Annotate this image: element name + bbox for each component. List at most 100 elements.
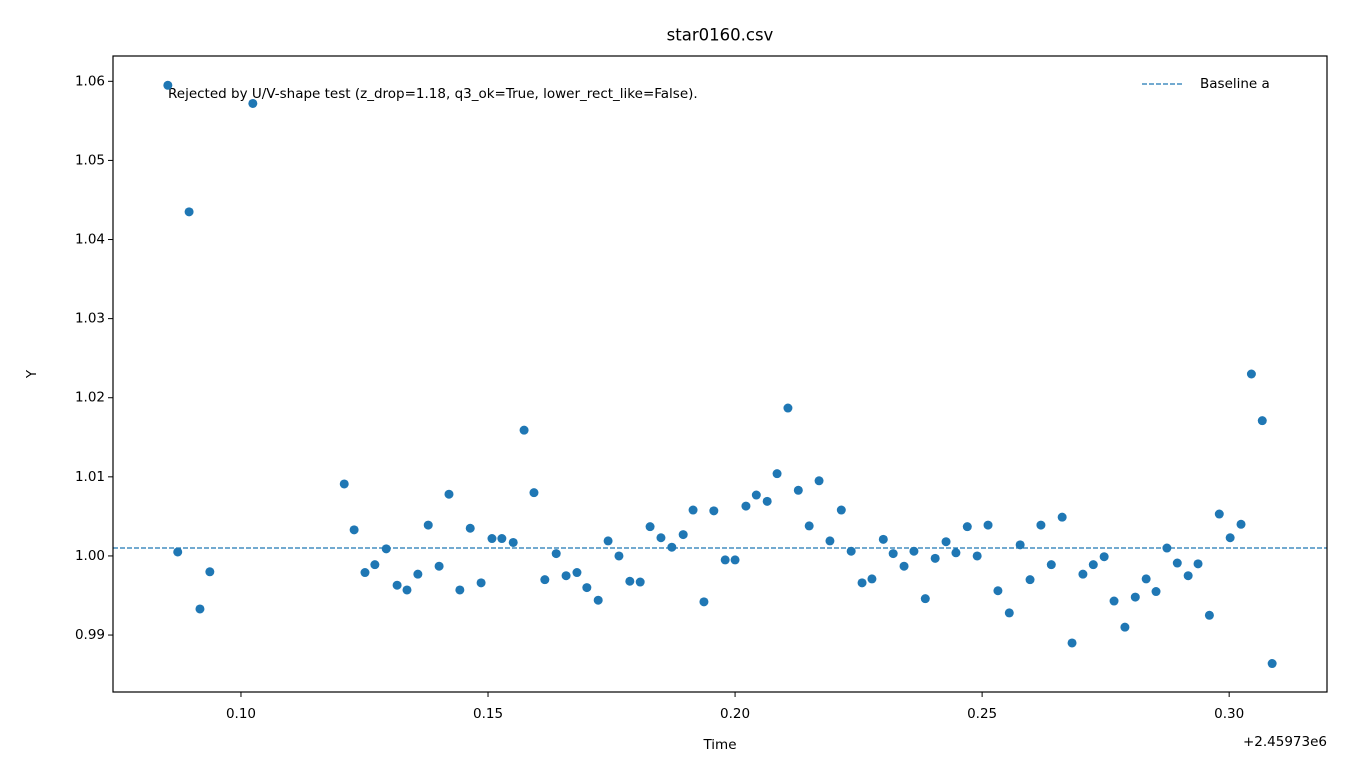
point [656, 533, 666, 543]
point [402, 585, 412, 595]
point [1267, 659, 1277, 669]
point [730, 555, 740, 565]
point [667, 542, 677, 552]
point [551, 549, 561, 559]
y-axis-label: Y [24, 369, 40, 379]
point [392, 580, 402, 590]
x-tick-label: 0.25 [967, 706, 997, 722]
point [1236, 519, 1246, 529]
point [1088, 560, 1098, 570]
point [360, 568, 370, 578]
point [444, 489, 454, 499]
point [465, 523, 475, 533]
point [455, 585, 465, 595]
point [173, 547, 183, 557]
point [878, 534, 888, 544]
point [1172, 558, 1182, 568]
point [593, 595, 603, 605]
point [540, 575, 550, 585]
point [582, 583, 592, 593]
legend-label: Baseline a [1200, 76, 1270, 92]
point [349, 525, 359, 535]
point [1183, 571, 1193, 581]
point [195, 604, 205, 614]
point [519, 425, 529, 435]
point [476, 578, 486, 588]
x-axis-label: Time [702, 737, 736, 753]
point [508, 537, 518, 547]
point [645, 522, 655, 532]
chart-title: star0160.csv [667, 26, 774, 45]
point [248, 98, 258, 108]
point [497, 534, 507, 544]
point [1141, 574, 1151, 584]
point [1004, 608, 1014, 618]
point [836, 505, 846, 515]
x-tick-label: 0.30 [1214, 706, 1244, 722]
point [434, 561, 444, 571]
point [867, 574, 877, 584]
point [1067, 638, 1077, 648]
point [635, 577, 645, 587]
point [1015, 540, 1025, 550]
y-tick-label: 1.05 [75, 152, 105, 168]
point [962, 522, 972, 532]
point [920, 594, 930, 604]
point [1057, 512, 1067, 522]
point [762, 496, 772, 506]
y-tick-label: 1.06 [75, 73, 105, 89]
point [1036, 520, 1046, 530]
point [339, 479, 349, 489]
point [941, 537, 951, 547]
point [951, 548, 961, 558]
point [1120, 622, 1130, 632]
point [1109, 596, 1119, 606]
point [888, 549, 898, 559]
point [413, 569, 423, 579]
point [857, 578, 867, 588]
point [720, 555, 730, 565]
point [184, 207, 194, 217]
point [741, 501, 751, 511]
point [909, 546, 919, 556]
point [1214, 509, 1224, 519]
point [688, 505, 698, 515]
point [1204, 610, 1214, 620]
point [825, 536, 835, 546]
point [370, 560, 380, 570]
point [678, 530, 688, 540]
point [1193, 559, 1203, 569]
point [709, 506, 719, 516]
point [614, 551, 624, 561]
y-tick-label: 1.04 [75, 232, 105, 248]
point [1046, 560, 1056, 570]
point [1099, 552, 1109, 562]
y-tick-label: 1.02 [75, 390, 105, 406]
point [772, 469, 782, 479]
point [814, 476, 824, 486]
point [423, 520, 433, 530]
plot-frame [112, 55, 1328, 693]
point [572, 568, 582, 578]
point [381, 544, 391, 554]
y-tick-label: 1.03 [75, 311, 105, 327]
point [972, 551, 982, 561]
y-tick-label: 0.99 [75, 627, 105, 643]
point [1151, 587, 1161, 597]
point [1225, 533, 1235, 543]
point [487, 534, 497, 544]
point [1246, 369, 1256, 379]
x-tick-label: 0.10 [226, 706, 256, 722]
point [1257, 416, 1267, 426]
point [930, 553, 940, 563]
point [205, 567, 215, 577]
point [983, 520, 993, 530]
point [804, 521, 814, 531]
point [1130, 592, 1140, 602]
point [625, 576, 635, 586]
annotation: Rejected by U/V-shape test (z_drop=1.18,… [168, 86, 698, 102]
point [561, 571, 571, 581]
point [846, 546, 856, 556]
